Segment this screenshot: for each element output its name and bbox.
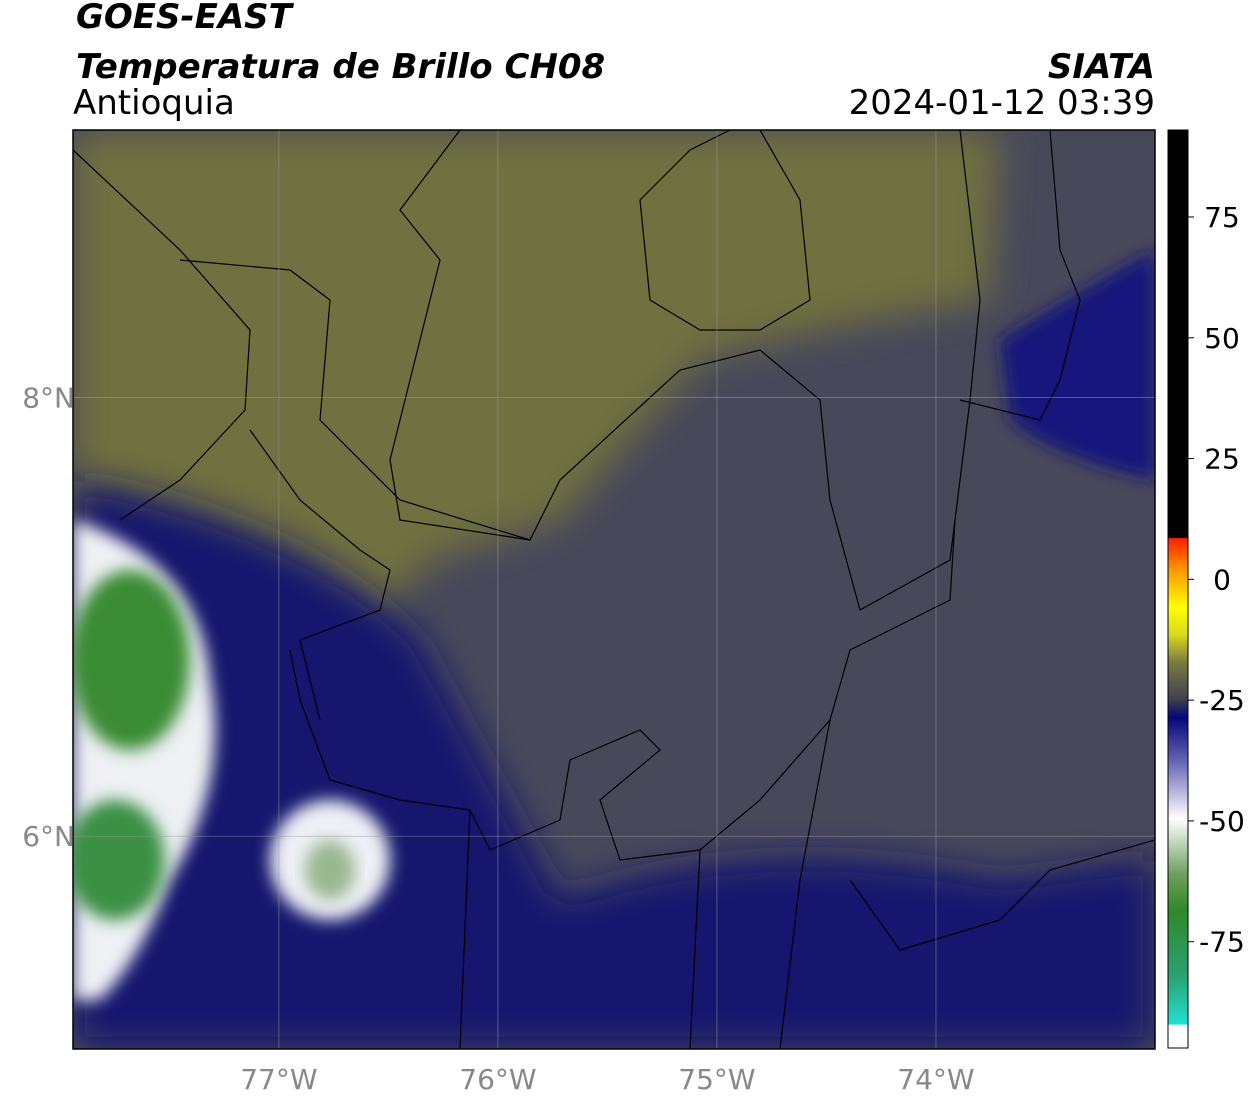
colorbar-tick-label: -75: [1199, 926, 1245, 959]
map-frame: [72, 129, 1156, 1050]
region: Antioquia: [73, 83, 235, 123]
x-tick-label: 76°W: [459, 1063, 536, 1096]
colorbar-tick-label: 25: [1204, 443, 1240, 476]
imagery: [73, 130, 1155, 1049]
y-tick-label: 8°N: [22, 382, 75, 415]
y-tick-label: 6°N: [22, 820, 75, 853]
x-tick-label: 77°W: [240, 1063, 317, 1096]
x-tick-label: 75°W: [678, 1063, 755, 1096]
colorbar-tick-label: -50: [1199, 805, 1245, 838]
colorbar-tick-label: 75: [1204, 201, 1240, 234]
source: SIATA: [1048, 47, 1155, 87]
product: Temperatura de Brillo CH08: [76, 47, 605, 87]
colorbar: [1167, 129, 1189, 1049]
colorbar-tick-label: 50: [1204, 322, 1240, 355]
colorbar-tick-label: -25: [1199, 684, 1245, 717]
colorbar-tick-label: 0: [1213, 563, 1231, 596]
datetime: 2024-01-12 03:39: [849, 83, 1155, 123]
x-tick-label: 74°W: [897, 1063, 974, 1096]
satellite: GOES-EAST: [76, 0, 295, 37]
